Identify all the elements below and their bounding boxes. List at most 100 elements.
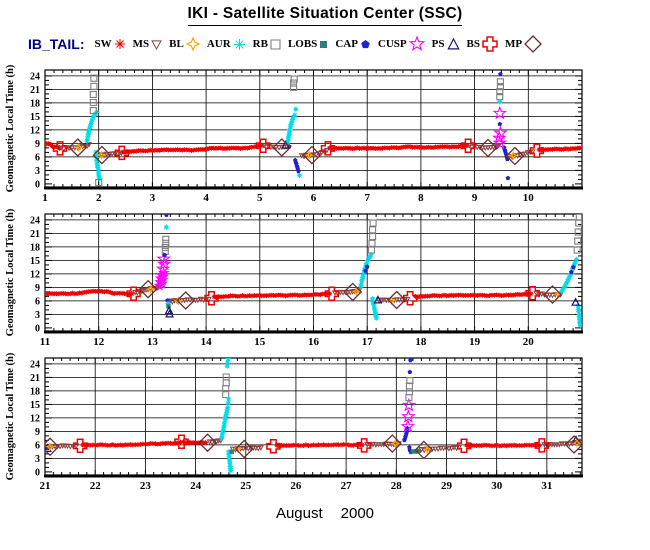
legend-item-label: CUSP <box>377 38 407 50</box>
y-tick-label: 18 <box>30 98 40 109</box>
bl-legend-glyph <box>185 36 201 52</box>
legend-item-cusp: CUSP <box>378 35 426 53</box>
series-markers-bs <box>72 434 550 454</box>
day-labels-panel-3: 21 22 23 24 25 26 27 28 29 30 31 <box>40 480 553 492</box>
sw-legend-icon <box>114 39 125 49</box>
y-tick-label: 6 <box>35 152 40 163</box>
grid-panel-3 <box>45 358 582 475</box>
y-tick-label: 21 <box>30 373 40 384</box>
day-label: 4 <box>203 192 209 204</box>
cap-legend-glyph <box>361 39 370 48</box>
day-label: 3 <box>150 192 156 204</box>
series-segment-sw <box>274 442 365 449</box>
ms-legend-icon <box>151 39 162 50</box>
legend-item-mp: MP <box>505 34 543 54</box>
series-segment-sw <box>45 140 62 151</box>
series-markers-mp <box>138 279 562 310</box>
legend-item-cap: CAP <box>335 38 372 51</box>
legend-item-label: PS <box>431 38 445 50</box>
legend-item-label: BS <box>466 38 480 50</box>
legend-item-label: CAP <box>335 38 358 50</box>
y-tick-label: 15 <box>30 256 40 267</box>
day-labels-panel-1: 1 2 3 4 5 6 7 8 9 10 <box>42 192 534 204</box>
legend-item-bs: BS <box>467 35 499 53</box>
y-tick-label: 21 <box>30 229 40 240</box>
y-tick-label: 15 <box>30 112 40 123</box>
legend-item-lobs: LOBS <box>288 38 329 50</box>
day-label: 24 <box>190 480 202 492</box>
rb-legend-glyph <box>270 38 281 50</box>
series-segment-sw <box>464 442 542 449</box>
series-panel-3 <box>45 358 582 474</box>
day-label: 18 <box>415 336 427 348</box>
series-markers-rb <box>161 214 582 255</box>
bs-legend-glyph <box>482 36 498 52</box>
ticks-panel-3 <box>44 358 582 475</box>
legend-item-label: MS <box>132 38 150 50</box>
y-tick-label: 15 <box>30 400 40 411</box>
ms-legend-glyph <box>151 39 162 50</box>
legend-item-label: RB <box>252 38 268 50</box>
day-label: 28 <box>391 480 403 492</box>
x-axis-title: August 2000 <box>0 505 650 522</box>
series-markers-cusp <box>155 251 172 276</box>
series-segment-aur <box>285 112 298 145</box>
series-markers-cap <box>287 71 511 180</box>
day-label: 14 <box>201 336 213 348</box>
cusp-legend-icon <box>408 35 425 51</box>
legend: IB_TAIL: SW MS BL AUR RB LOBS CAP CUSP PS BS MP <box>28 33 628 55</box>
y-tick-label: 3 <box>35 166 40 177</box>
legend-item-aur: AUR <box>207 37 247 52</box>
day-label: 11 <box>40 336 50 348</box>
day-label: 6 <box>311 192 317 204</box>
day-label: 7 <box>364 192 370 204</box>
day-label: 29 <box>441 480 453 492</box>
day-label: 30 <box>491 480 503 492</box>
y-tick-label: 6 <box>35 440 40 451</box>
series-markers-bl <box>74 142 519 161</box>
series-markers-aur <box>224 358 232 406</box>
day-label: 9 <box>472 192 478 204</box>
day-label: 2 <box>96 192 102 204</box>
y-tick-labels-panel-2: 0 3 6 9 12 15 18 21 24 <box>30 215 40 334</box>
y-tick-label: 24 <box>30 359 40 370</box>
aur-legend-glyph <box>233 38 245 50</box>
panel-3: 0 3 6 9 12 15 18 21 24 21 22 23 24 25 26 27 28 29 30 31 Geom… <box>5 352 583 492</box>
day-label: 25 <box>240 480 252 492</box>
bs-legend-icon <box>482 36 498 52</box>
day-label: 16 <box>308 336 320 348</box>
series-segment-sw <box>211 291 332 300</box>
series-segment-sw <box>45 288 135 297</box>
series-segment-cap <box>293 157 301 174</box>
series-segment-aur <box>84 109 100 144</box>
sw-legend-glyph <box>114 39 125 49</box>
series-markers-aur <box>293 99 503 178</box>
bl-legend-icon <box>185 36 201 52</box>
series-segment-sw <box>413 291 534 300</box>
day-label: 27 <box>341 480 353 492</box>
ps-legend-icon <box>446 37 460 49</box>
day-label: 10 <box>523 192 535 204</box>
day-label: 26 <box>290 480 302 492</box>
legend-item-rb: RB <box>253 38 282 51</box>
day-label: 31 <box>541 480 552 492</box>
day-label: 1 <box>42 192 48 204</box>
day-label: 23 <box>140 480 152 492</box>
series-segment-sw <box>80 439 183 449</box>
series-markers-cusp <box>153 266 170 291</box>
panel-2: 0 3 6 9 12 15 18 21 24 11 12 13 14 15 16 17 18 19 20 Geomag… <box>5 208 583 348</box>
y-tick-label: 3 <box>35 454 40 465</box>
legend-item-bl: BL <box>169 36 201 52</box>
y-tick-label: 0 <box>35 179 40 190</box>
grid-panel-2 <box>45 214 582 331</box>
day-label: 22 <box>90 480 102 492</box>
legend-item-label: MP <box>504 38 523 50</box>
series-markers-cap <box>45 358 581 450</box>
series-segment-aur <box>219 405 231 441</box>
y-tick-label: 24 <box>30 215 40 226</box>
y-tick-label: 9 <box>35 427 40 438</box>
y-tick-label: 12 <box>30 269 40 280</box>
series-markers-bs <box>126 286 540 306</box>
legend-item-sw: SW <box>95 37 127 51</box>
